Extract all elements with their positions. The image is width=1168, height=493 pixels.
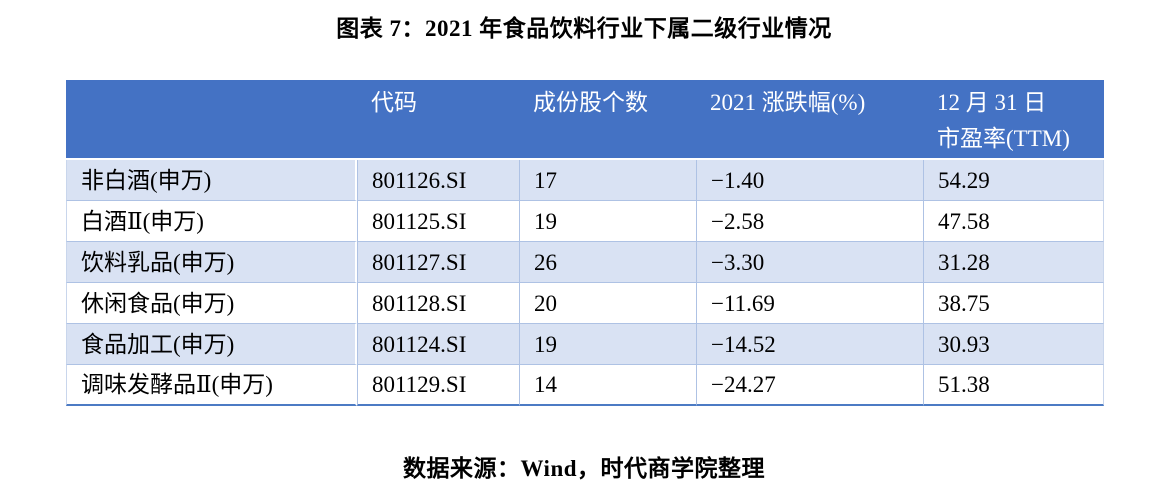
column-header-pe-line1: 12 月 31 日 [937,90,1047,115]
industry-cell: 白酒Ⅱ(申万) [66,201,357,242]
change-cell: −1.40 [696,160,923,201]
table-row: 非白酒(申万) 801126.SI 17 −1.40 54.29 [66,160,1104,201]
column-header-pe: 12 月 31 日 市盈率(TTM) [923,80,1104,160]
change-cell: −11.69 [696,283,923,324]
table-row: 休闲食品(申万) 801128.SI 20 −11.69 38.75 [66,283,1104,324]
table-row: 食品加工(申万) 801124.SI 19 −14.52 30.93 [66,324,1104,365]
change-cell: −2.58 [696,201,923,242]
industry-cell: 食品加工(申万) [66,324,357,365]
pe-cell: 31.28 [923,242,1104,283]
column-header-industry [66,80,357,160]
figure-title: 图表 7：2021 年食品饮料行业下属二级行业情况 [336,16,832,41]
pe-cell: 51.38 [923,365,1104,406]
count-cell: 17 [519,160,696,201]
column-header-change: 2021 涨跌幅(%) [696,80,923,160]
change-cell: −24.27 [696,365,923,406]
table-row: 饮料乳品(申万) 801127.SI 26 −3.30 31.28 [66,242,1104,283]
count-cell: 20 [519,283,696,324]
code-cell: 801129.SI [357,365,519,406]
industry-cell: 非白酒(申万) [66,160,357,201]
code-cell: 801126.SI [357,160,519,201]
code-cell: 801125.SI [357,201,519,242]
count-cell: 19 [519,201,696,242]
pe-cell: 47.58 [923,201,1104,242]
data-source: 数据来源：Wind，时代商学院整理 [402,456,766,481]
industry-cell: 调味发酵品Ⅱ(申万) [66,365,357,406]
count-cell: 26 [519,242,696,283]
code-cell: 801127.SI [357,242,519,283]
table-row: 调味发酵品Ⅱ(申万) 801129.SI 14 −24.27 51.38 [66,365,1104,406]
pe-cell: 54.29 [923,160,1104,201]
code-cell: 801128.SI [357,283,519,324]
change-cell: −14.52 [696,324,923,365]
count-cell: 14 [519,365,696,406]
code-cell: 801124.SI [357,324,519,365]
pe-cell: 30.93 [923,324,1104,365]
count-cell: 19 [519,324,696,365]
industry-table: 代码 成份股个数 2021 涨跌幅(%) 12 月 31 日 市盈率(TTM) … [66,80,1104,406]
industry-cell: 饮料乳品(申万) [66,242,357,283]
column-header-code: 代码 [357,80,519,160]
header-row: 代码 成份股个数 2021 涨跌幅(%) 12 月 31 日 市盈率(TTM) [66,80,1104,160]
column-header-count: 成份股个数 [519,80,696,160]
column-header-pe-line2: 市盈率(TTM) [937,126,1070,151]
table-row: 白酒Ⅱ(申万) 801125.SI 19 −2.58 47.58 [66,201,1104,242]
industry-cell: 休闲食品(申万) [66,283,357,324]
change-cell: −3.30 [696,242,923,283]
pe-cell: 38.75 [923,283,1104,324]
